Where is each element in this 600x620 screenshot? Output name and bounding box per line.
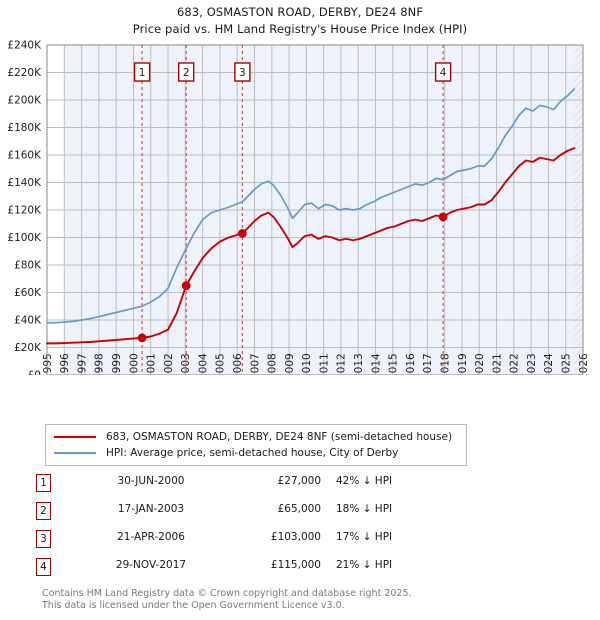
transaction-date: 21-APR-2006: [117, 531, 185, 543]
x-axis-tick-label: 2005: [215, 353, 227, 375]
svg-text:3: 3: [239, 67, 246, 79]
x-axis-tick-label: 2003: [180, 353, 192, 375]
chart-title-block: 683, OSMASTON ROAD, DERBY, DE24 8NF Pric…: [0, 0, 600, 36]
legend-entry-property: 683, OSMASTON ROAD, DERBY, DE24 8NF (sem…: [54, 431, 452, 443]
transaction-hpi-delta: 17% ↓ HPI: [336, 531, 393, 543]
x-axis-tick-label: 2019: [457, 353, 469, 375]
x-axis-tick-label: 2024: [543, 353, 555, 375]
x-axis-tick-label: 2014: [370, 353, 382, 375]
x-axis-tick-label: 2012: [336, 353, 348, 375]
x-axis-tick-label: 2001: [146, 353, 158, 375]
y-axis-tick-label: £0: [28, 370, 41, 375]
y-axis-tick-label: £40K: [14, 315, 42, 327]
x-axis-tick-label: 2017: [422, 353, 434, 375]
table-row: 1 30-JUN-2000 £27,000 42% ↓ HPI: [36, 472, 456, 500]
x-axis-tick-label: 2018: [439, 353, 451, 375]
row-index-badge: 2: [36, 502, 51, 520]
svg-text:1: 1: [139, 67, 146, 79]
x-axis-tick-label: 2006: [232, 353, 244, 375]
x-axis-tick-label: 1997: [76, 353, 88, 375]
x-axis-tick-label: 2013: [353, 353, 365, 375]
x-axis-tick-label: 2002: [163, 353, 175, 375]
legend-swatch-property: [54, 436, 96, 438]
x-axis-tick-label: 1996: [59, 353, 71, 375]
y-axis-tick-label: £80K: [14, 260, 42, 272]
x-axis-tick-label: 2026: [578, 353, 590, 375]
page-subtitle: Price paid vs. HM Land Registry's House …: [132, 22, 468, 36]
price-chart: £0 £20K £40K £60K £80K £100K £120K £140K £160K £1…: [7, 40, 590, 382]
y-axis-tick-label: £160K: [7, 150, 42, 162]
transaction-date: 17-JAN-2003: [117, 503, 185, 515]
transaction-price: £27,000: [277, 475, 321, 487]
transactions-table: 1 30-JUN-2000 £27,000 42% ↓ HPI 2 17-JAN-2003…: [36, 472, 456, 584]
x-axis-tick-label: 1999: [111, 353, 123, 375]
transaction-price: £103,000: [270, 531, 321, 543]
legend-label-property: 683, OSMASTON ROAD, DERBY, DE24 8NF (sem…: [106, 431, 453, 443]
x-axis-tick-label: 2020: [474, 353, 486, 375]
transaction-date: 30-JUN-2000: [117, 475, 185, 487]
x-axis-tick-label: 2021: [491, 353, 503, 375]
chart-legend: 683, OSMASTON ROAD, DERBY, DE24 8NF (sem…: [45, 424, 467, 466]
y-axis-tick-label: £220K: [7, 67, 42, 79]
y-axis-tick-label: £60K: [14, 287, 42, 299]
table-row: 4 29-NOV-2017 £115,000 21% ↓ HPI: [36, 556, 456, 584]
series-line-property: [46, 147, 576, 345]
legend-label-hpi: HPI: Average price, semi-detached house,…: [106, 447, 399, 459]
x-axis-tick-label: 2022: [509, 353, 521, 375]
y-axis-tick-label: £100K: [7, 232, 42, 244]
x-axis-tick-label: 2007: [249, 353, 261, 375]
legend-swatch-hpi: [54, 452, 96, 454]
x-axis-tick-label: 2023: [526, 353, 538, 375]
svg-text:4: 4: [440, 67, 447, 79]
transaction-marker-dot[interactable]: [237, 228, 247, 238]
transaction-price: £65,000: [277, 503, 321, 515]
x-axis-tick-label: 2004: [197, 353, 209, 375]
row-index-badge: 4: [36, 558, 51, 576]
x-axis-tick-label: 2008: [267, 353, 279, 375]
x-axis-tick-label: 2000: [128, 353, 140, 375]
y-axis-tick-label: £240K: [7, 40, 42, 52]
transaction-marker-dot[interactable]: [181, 281, 191, 291]
transaction-hpi-delta: 18% ↓ HPI: [336, 503, 393, 515]
y-axis-tick-label: £180K: [7, 122, 42, 134]
y-axis-tick-label: £200K: [7, 95, 42, 107]
transaction-marker-dot[interactable]: [137, 333, 147, 343]
y-axis-tick-label: £20K: [14, 342, 42, 354]
row-index-badge: 3: [36, 530, 51, 548]
x-axis-tick-label: 2009: [284, 353, 296, 375]
footer-line-2: This data is licensed under the Open Gov…: [42, 599, 345, 611]
table-row: 3 21-APR-2006 £103,000 17% ↓ HPI: [36, 528, 456, 556]
row-index-badge: 1: [36, 474, 51, 492]
chart-area: £0 £20K £40K £60K £80K £100K £120K £140K £160K £1…: [0, 40, 600, 382]
page-title: 683, OSMASTON ROAD, DERBY, DE24 8NF: [176, 5, 424, 19]
footer-line-1: Contains HM Land Registry data © Crown c…: [42, 588, 412, 599]
y-axis-tick-label: £140K: [7, 177, 42, 189]
legend-entry-hpi: HPI: Average price, semi-detached house,…: [54, 447, 398, 459]
series-line-hpi: [46, 88, 576, 324]
table-row: 2 17-JAN-2003 £65,000 18% ↓ HPI: [36, 500, 456, 528]
x-axis-tick-label: 2016: [405, 353, 417, 375]
copyright-footer: Contains HM Land Registry data © Crown c…: [42, 588, 582, 611]
svg-text:2: 2: [183, 67, 190, 79]
x-axis-tick-label: 2025: [561, 353, 573, 375]
x-axis-tick-label: 2015: [388, 353, 400, 375]
x-axis-tick-label: 2010: [301, 353, 313, 375]
y-axis-tick-label: £120K: [7, 205, 42, 217]
transaction-hpi-delta: 21% ↓ HPI: [336, 559, 393, 571]
x-axis-tick-label: 2011: [318, 353, 330, 375]
transaction-hpi-delta: 42% ↓ HPI: [336, 475, 393, 487]
x-axis-tick-label: 1995: [42, 353, 54, 375]
transaction-date: 29-NOV-2017: [115, 559, 187, 571]
transaction-marker-dot[interactable]: [438, 212, 448, 222]
transaction-price: £115,000: [270, 559, 321, 571]
x-axis-tick-label: 1998: [94, 353, 106, 375]
